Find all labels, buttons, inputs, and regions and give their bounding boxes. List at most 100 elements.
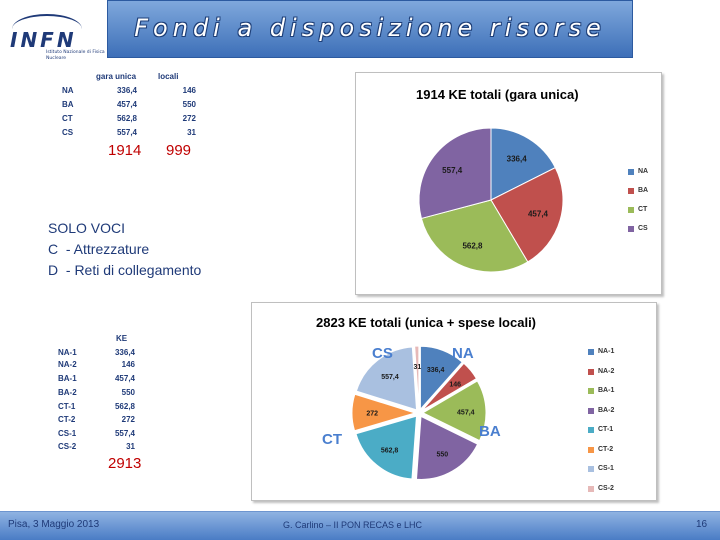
data-label: 562,8 [381,447,399,454]
page-title: Fondi a disposizione risorse [134,14,606,42]
pie-slice-na-2 [421,362,478,411]
voci-item: D - Reti di collegamento [48,262,202,278]
pie-slice-ba-2 [415,415,479,480]
table-row: CT-2 272 [58,415,158,426]
voci-title: SOLO VOCI [48,220,126,236]
legend-label: CS-1 [598,465,614,472]
chart1-title: 1914 KE totali (gara unica) [416,87,579,102]
row-label: NA-1 [58,348,77,357]
legend-swatch [588,368,594,375]
infn-logo: INFN Istituto Nazionale di Fisica Nuclea… [4,8,105,68]
chart1-pie: 336,4 457,4 562,8 557,4 [418,127,564,273]
data-label: 457,4 [528,210,549,219]
row-label: CT-1 [58,402,76,411]
gara-value: 457,4 [116,100,137,109]
legend-swatch [588,388,594,394]
legend-label: CT-2 [598,445,614,453]
header-gara: gara unica [96,72,137,81]
footer-date: Pisa, 3 Maggio 2013 [8,519,100,530]
legend-label: CS-2 [598,484,614,492]
footer-band [0,511,720,540]
legend-swatch [628,188,634,194]
table-row: BA-1 457,4 [58,374,158,385]
legend-label: NA-2 [598,367,615,375]
header-locali: locali [158,72,179,81]
legend-label: NA-1 [598,348,615,355]
legend-swatch [588,407,594,414]
row-value: 557,4 [114,429,135,438]
data-label: 557,4 [381,374,399,381]
locali-value: 146 [182,86,196,95]
table-row: CS-1 557,4 [58,429,158,440]
data-label: 457,4 [457,409,475,416]
legend-label: BA-2 [598,406,615,414]
data-label: 336,4 [507,154,528,163]
row-value: 550 [121,388,135,397]
row-value: 31 [126,442,135,451]
data-label: 562,8 [462,241,483,250]
locali-value: 550 [182,100,196,109]
pie-slice-ct-1 [355,415,418,480]
pie-slice-ct [420,199,529,273]
legend-label: BA-1 [598,387,615,394]
table-row: BA-2 550 [58,388,158,399]
header-band [107,0,633,58]
data-label: 272 [366,411,378,418]
row-label: CS-1 [58,429,77,438]
legend-swatch [588,485,594,492]
row-label: CS-2 [58,442,77,451]
total-gara: 1914 [108,142,142,159]
callout-cs: CS [372,345,393,362]
table-row: CS-2 31 [58,442,158,453]
legend-swatch [628,207,634,213]
row-value: 146 [121,360,135,369]
table-row: NA-1 336,4 [58,348,158,359]
locali-value: 31 [187,128,196,137]
logo-text: INFN [10,28,77,52]
legend-swatch [588,349,594,355]
table-row: CT-1 562,8 [58,402,158,413]
data-label: 146 [449,381,461,388]
locali-value: 272 [182,114,196,123]
chart2-frame: 2823 KE totali (unica + spese locali) 33… [251,302,657,501]
site-label: NA [62,86,74,95]
pie-slice-ba [490,166,564,263]
total-locali: 999 [166,142,192,159]
pie-slice-cs-1 [355,346,418,411]
pie-slice-na-1 [419,345,463,411]
logo-subtitle: Istituto Nazionale di Fisica Nucleare [46,50,105,61]
voci-item: C - Attrezzature [48,241,150,257]
row-value: 457,4 [114,374,135,383]
chart2-pie: 336,4 146 457,4 550 562,8 272 557,4 31 [351,345,487,480]
gara-value: 562,8 [116,114,137,123]
pie-slice-cs [418,127,492,220]
chart2-title: 2823 KE totali (unica + spese locali) [316,315,537,330]
legend-label: CT-1 [598,426,614,433]
table-gara-locali: gara unica locali NA 336,4 146 BA 457,4 … [62,72,212,142]
legend-swatch [588,466,594,472]
chart1-frame: 1914 KE totali (gara unica) 336,4 457,4 56… [355,72,662,295]
data-label: 336,4 [427,367,445,374]
pie-slice-ct-2 [351,393,417,432]
table-header-row: gara unica locali [62,72,212,83]
table-ke: KE NA-1 336,4 NA-2 146 BA-1 457,4 BA-2 550 C… [58,334,158,459]
row-value: 562,8 [114,402,135,411]
legend-swatch [588,446,594,453]
callout-na: NA [452,345,474,362]
legend-label: CS [638,225,648,232]
pie-slice-ba-1 [421,380,487,442]
callout-ba: BA [479,423,501,440]
row-label: BA-1 [58,374,77,383]
table-row: BA 457,4 550 [62,100,212,111]
footer-author: G. Carlino – II PON RECAS e LHC [283,520,423,530]
header-ke: KE [116,334,128,343]
row-value: 272 [121,415,135,424]
row-label: NA-2 [58,360,77,369]
callout-ct: CT [322,431,342,448]
table-row: CT 562,8 272 [62,114,212,125]
legend-label: BA [638,187,649,194]
row-label: BA-2 [58,388,77,397]
page-number: 16 [696,519,708,530]
table-row: NA-2 146 [58,360,158,371]
gara-value: 557,4 [116,128,137,137]
